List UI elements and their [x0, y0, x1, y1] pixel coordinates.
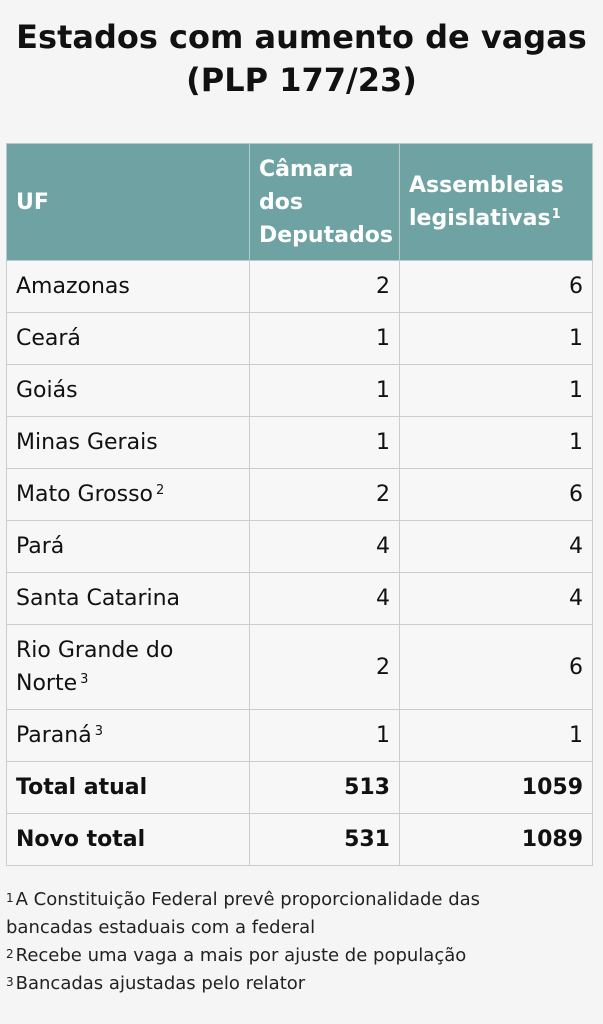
table-row: Ceará 1 1: [6, 312, 593, 365]
total-label: Total atual: [6, 761, 250, 814]
footnote: 2 Recebe uma vaga a mais por ajuste de po…: [6, 942, 566, 970]
cell-uf: Santa Catarina: [6, 572, 250, 625]
footnote-text: Bancadas ajustadas pelo relator: [15, 973, 306, 994]
header-assembleias: Assembleias legislativas1: [399, 143, 593, 261]
uf-label: Minas Gerais: [16, 430, 158, 455]
cell-uf: Amazonas: [6, 260, 250, 313]
title-line-1: Estados com aumento de vagas: [16, 18, 587, 56]
table-row: Rio Grande do Norte 3 2 6: [6, 624, 593, 710]
cell-uf: Rio Grande do Norte 3: [6, 624, 250, 710]
cell-camara: 2: [249, 624, 400, 710]
total-assembleias: 1059: [399, 761, 593, 814]
table-row: Pará 4 4: [6, 520, 593, 573]
table-row: Minas Gerais 1 1: [6, 416, 593, 469]
header-uf: UF: [6, 143, 250, 261]
total-camara: 531: [249, 813, 400, 866]
footnote-mark: 3: [6, 975, 14, 989]
cell-uf: Ceará: [6, 312, 250, 365]
cell-camara: 2: [249, 260, 400, 313]
table-row: Mato Grosso 2 2 6: [6, 468, 593, 521]
uf-label: Rio Grande do Norte: [16, 638, 174, 696]
uf-label: Santa Catarina: [16, 586, 181, 611]
table-header-row: UF Câmara dos Deputados Assembleias legi…: [6, 143, 593, 261]
uf-label: Goiás: [16, 378, 78, 403]
cell-camara: 1: [249, 364, 400, 417]
cell-camara: 4: [249, 572, 400, 625]
total-row: Total atual 513 1059: [6, 761, 593, 814]
cell-uf: Paraná 3: [6, 709, 250, 762]
table-row: Santa Catarina 4 4: [6, 572, 593, 625]
cell-camara: 2: [249, 468, 400, 521]
footnote-ref: 3: [80, 672, 89, 687]
cell-camara: 1: [249, 416, 400, 469]
cell-uf: Mato Grosso 2: [6, 468, 250, 521]
uf-label: Pará: [16, 534, 65, 559]
uf-label: Ceará: [16, 326, 81, 351]
table-row: Paraná 3 1 1: [6, 709, 593, 762]
footnote-text: Recebe uma vaga a mais por ajuste de pop…: [15, 945, 467, 966]
title-line-2: (PLP 177/23): [186, 61, 417, 99]
total-camara: 513: [249, 761, 400, 814]
footnote-ref: 1: [551, 207, 561, 222]
header-assembleias-label: Assembleias legislativas: [409, 173, 564, 231]
cell-assembleias: 4: [399, 520, 593, 573]
uf-label: Amazonas: [16, 274, 130, 299]
seats-table: UF Câmara dos Deputados Assembleias legi…: [6, 143, 593, 866]
page-title: Estados com aumento de vagas (PLP 177/23…: [0, 0, 603, 99]
total-assembleias: 1089: [399, 813, 593, 866]
table-row: Amazonas 2 6: [6, 260, 593, 313]
cell-uf: Goiás: [6, 364, 250, 417]
cell-camara: 1: [249, 709, 400, 762]
cell-assembleias: 1: [399, 416, 593, 469]
header-camara: Câmara dos Deputados: [249, 143, 400, 261]
footnote-ref: 3: [94, 724, 103, 739]
cell-camara: 4: [249, 520, 400, 573]
uf-label: Paraná: [16, 723, 92, 748]
table-row: Goiás 1 1: [6, 364, 593, 417]
cell-assembleias: 1: [399, 312, 593, 365]
uf-label: Mato Grosso: [16, 482, 153, 507]
footnote-text: A Constituição Federal prevê proporciona…: [6, 889, 481, 938]
footnote-ref: 2: [156, 483, 165, 498]
footnote: 3 Bancadas ajustadas pelo relator: [6, 970, 566, 998]
total-label: Novo total: [6, 813, 250, 866]
cell-assembleias: 4: [399, 572, 593, 625]
total-row: Novo total 531 1089: [6, 813, 593, 866]
cell-uf: Pará: [6, 520, 250, 573]
cell-assembleias: 6: [399, 624, 593, 710]
cell-camara: 1: [249, 312, 400, 365]
footnote-mark: 1: [6, 891, 14, 905]
cell-assembleias: 1: [399, 364, 593, 417]
cell-uf: Minas Gerais: [6, 416, 250, 469]
footnote-mark: 2: [6, 947, 14, 961]
cell-assembleias: 6: [399, 468, 593, 521]
cell-assembleias: 1: [399, 709, 593, 762]
cell-assembleias: 6: [399, 260, 593, 313]
